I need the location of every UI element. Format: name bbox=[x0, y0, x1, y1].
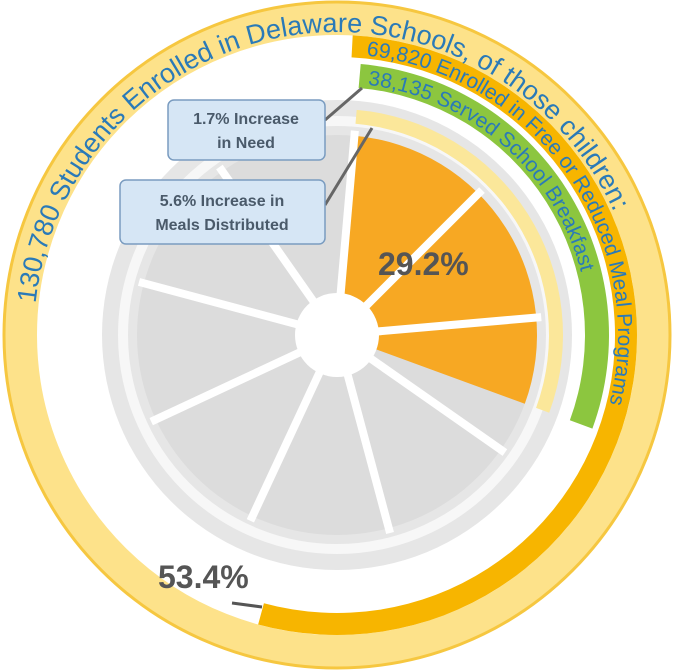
callout-box bbox=[167, 99, 326, 161]
callout-line: Meals Distributed bbox=[155, 217, 288, 234]
pointer bbox=[231, 601, 263, 609]
outer-ring bbox=[3, 1, 671, 669]
callout-line: in Need bbox=[217, 135, 275, 152]
callout: 1.7% Increase in Need bbox=[167, 99, 326, 161]
connector bbox=[324, 86, 363, 122]
breakfast-arc bbox=[358, 64, 610, 429]
marks bbox=[137, 35, 637, 636]
callout-line: 5.6% Increase in bbox=[160, 193, 285, 210]
connector bbox=[323, 127, 374, 206]
percent-label: 53.4% bbox=[158, 559, 249, 595]
percent-label: 29.2% bbox=[378, 246, 469, 282]
callout-line: 1.7% Increase bbox=[193, 111, 299, 128]
lemon-core bbox=[295, 293, 379, 377]
callout: 5.6% Increase in Meals Distributed bbox=[119, 179, 326, 245]
callout-box bbox=[119, 179, 326, 245]
breakfast-wedge bbox=[337, 135, 537, 404]
